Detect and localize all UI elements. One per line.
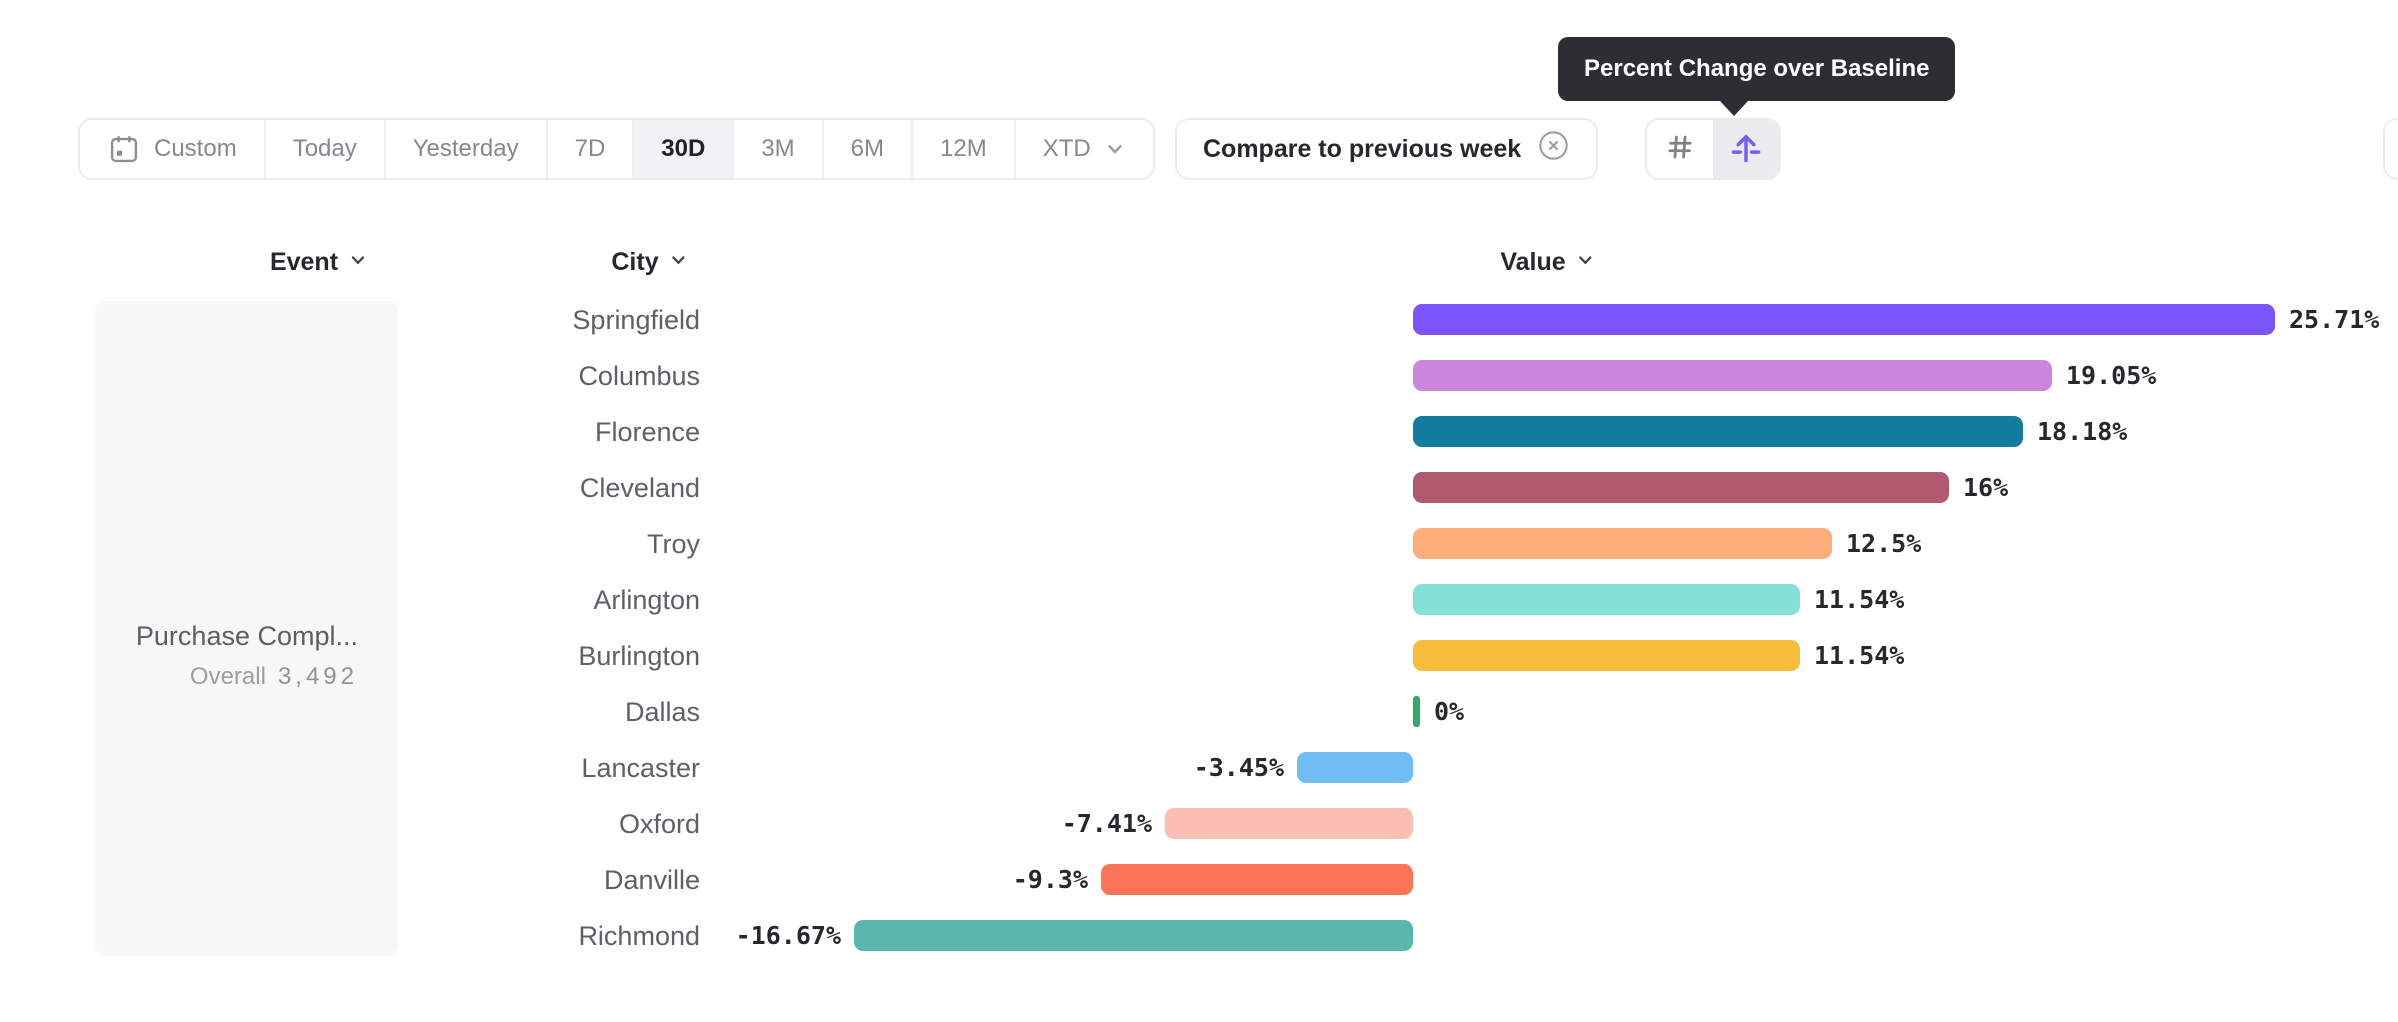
value-label: 18.18%: [2037, 417, 2128, 446]
chart-row-columbus: Columbus 19.05%: [0, 348, 2398, 404]
tooltip-text: Percent Change over Baseline: [1584, 55, 1930, 82]
value-bar[interactable]: [1413, 640, 1800, 671]
date-range-12m[interactable]: 12M: [913, 120, 1016, 178]
city-label: Columbus: [578, 361, 700, 391]
value-bar[interactable]: [1413, 472, 1949, 503]
calendar-icon: [107, 132, 141, 166]
chevron-down-icon: [348, 248, 368, 277]
value-label: 0%: [1434, 697, 1465, 726]
value-label: 19.05%: [2066, 361, 2157, 390]
date-range-label: 12M: [940, 135, 987, 162]
date-range-label: Yesterday: [412, 135, 519, 162]
city-label: Cleveland: [579, 473, 700, 503]
date-range-7d[interactable]: 7D: [547, 120, 635, 178]
date-range-label: 7D: [574, 135, 606, 162]
absolute-values-button[interactable]: [1647, 120, 1713, 178]
chart-row-florence: Florence 18.18%: [0, 404, 2398, 460]
city-label: Danville: [603, 865, 700, 895]
date-range-label: Today: [292, 135, 357, 162]
chart-row-springfield: Springfield 25.71%: [0, 292, 2398, 348]
city-label: Troy: [647, 529, 700, 559]
value-bar[interactable]: [1413, 584, 1800, 615]
date-range-yesterday[interactable]: Yesterday: [385, 120, 548, 178]
cutoff-pill[interactable]: [2383, 118, 2398, 180]
city-label: Springfield: [572, 305, 700, 335]
chevron-down-icon: [1576, 248, 1596, 277]
city-label: Dallas: [624, 697, 700, 727]
date-range-label: 6M: [850, 135, 884, 162]
city-label: Arlington: [593, 585, 700, 615]
city-label: Lancaster: [581, 753, 700, 783]
baseline-tooltip: Percent Change over Baseline: [1558, 37, 1956, 116]
value-label: -9.3%: [1012, 865, 1088, 894]
event-metric: Overall 3,492: [190, 663, 358, 691]
value-bar[interactable]: [1101, 864, 1413, 895]
bar-chart: Springfield 25.71% Columbus 19.05% Florence 1…: [0, 292, 2398, 964]
chart-row-burlington: Burlington 11.54%: [0, 628, 2398, 684]
city-label: Burlington: [578, 641, 700, 671]
date-range-group: Custom Today Yesterday 7D 30D 3M 6M 12M XTD: [78, 118, 1155, 180]
chevron-down-icon: [669, 248, 689, 277]
chart-row-oxford: Oxford -7.41%: [0, 796, 2398, 852]
close-circle-icon[interactable]: [1537, 129, 1570, 169]
value-bar[interactable]: [854, 920, 1413, 951]
value-label: -7.41%: [1061, 809, 1152, 838]
city-header-label: City: [611, 247, 659, 276]
baseline-arrow-icon: [1728, 129, 1764, 170]
event-header-label: Event: [269, 247, 339, 276]
date-range-today[interactable]: Today: [265, 120, 386, 178]
value-bar[interactable]: [1413, 304, 2275, 335]
value-bar[interactable]: [1165, 808, 1413, 839]
date-range-label: 30D: [661, 135, 706, 162]
value-bar[interactable]: [1413, 696, 1420, 727]
chevron-down-icon: [1104, 138, 1126, 160]
compare-label: Compare to previous week: [1203, 134, 1522, 163]
city-label: Florence: [594, 417, 700, 447]
value-header-label: Value: [1500, 247, 1566, 276]
metric-label: Overall: [189, 663, 266, 690]
chart-row-cleveland: Cleveland 16%: [0, 460, 2398, 516]
value-label: -3.45%: [1193, 753, 1284, 782]
value-bar[interactable]: [1413, 416, 2023, 447]
value-bar[interactable]: [1413, 528, 1832, 559]
hash-icon: [1664, 131, 1696, 168]
value-label: 11.54%: [1814, 585, 1905, 614]
value-label: 12.5%: [1846, 529, 1922, 558]
metric-value: 3,492: [277, 663, 358, 690]
chart-row-richmond: Richmond -16.67%: [0, 908, 2398, 964]
city-column-header[interactable]: City: [611, 238, 688, 286]
date-range-label: Custom: [154, 135, 237, 162]
value-column-header[interactable]: Value: [1500, 238, 1595, 286]
date-range-custom[interactable]: Custom: [80, 120, 266, 178]
chart-row-dallas: Dallas 0%: [0, 684, 2398, 740]
value-bar[interactable]: [1413, 360, 2052, 391]
date-range-label: XTD: [1042, 135, 1091, 162]
chart-row-lancaster: Lancaster -3.45%: [0, 740, 2398, 796]
city-label: Oxford: [618, 809, 700, 839]
chart-row-troy: Troy 12.5%: [0, 516, 2398, 572]
event-panel[interactable]: Purchase Compl... Overall 3,492: [95, 301, 398, 956]
percent-change-over-baseline-button[interactable]: [1713, 120, 1779, 178]
chart-row-arlington: Arlington 11.54%: [0, 572, 2398, 628]
value-mode-toggle: [1645, 118, 1781, 180]
value-label: 11.54%: [1814, 641, 1905, 670]
compare-pill[interactable]: Compare to previous week: [1175, 118, 1599, 180]
date-range-3m[interactable]: 3M: [734, 120, 824, 178]
date-range-label: 3M: [761, 135, 795, 162]
chart-row-danville: Danville -9.3%: [0, 852, 2398, 908]
value-label: 25.71%: [2289, 305, 2380, 334]
value-bar[interactable]: [1297, 752, 1413, 783]
event-column-header[interactable]: Event: [270, 238, 368, 286]
city-label: Richmond: [578, 921, 700, 951]
value-label: -16.67%: [735, 921, 841, 950]
value-label: 16%: [1963, 473, 2009, 502]
event-name: Purchase Compl...: [135, 621, 358, 651]
date-range-xtd[interactable]: XTD: [1015, 120, 1153, 178]
date-range-6m[interactable]: 6M: [823, 120, 913, 178]
date-range-30d[interactable]: 30D: [634, 120, 735, 178]
